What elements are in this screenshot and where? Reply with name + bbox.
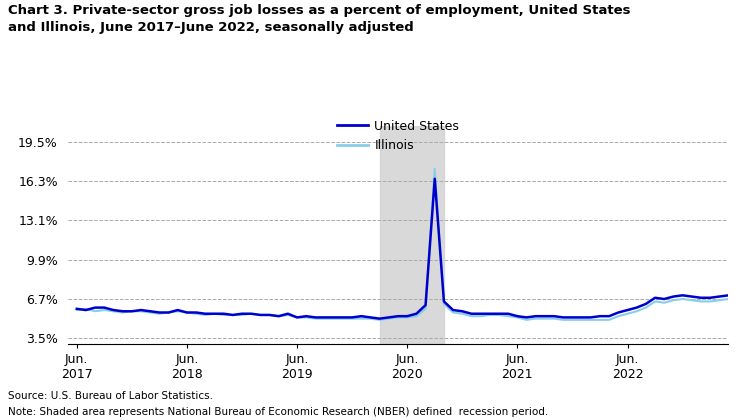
Text: Chart 3. Private-sector gross job losses as a percent of employment, United Stat: Chart 3. Private-sector gross job losses… bbox=[8, 4, 630, 34]
Bar bbox=[380, 126, 444, 344]
Legend: United States, Illinois: United States, Illinois bbox=[337, 120, 459, 152]
Text: Note: Shaded area represents National Bureau of Economic Research (NBER) defined: Note: Shaded area represents National Bu… bbox=[8, 407, 547, 417]
Text: Source: U.S. Bureau of Labor Statistics.: Source: U.S. Bureau of Labor Statistics. bbox=[8, 391, 213, 401]
